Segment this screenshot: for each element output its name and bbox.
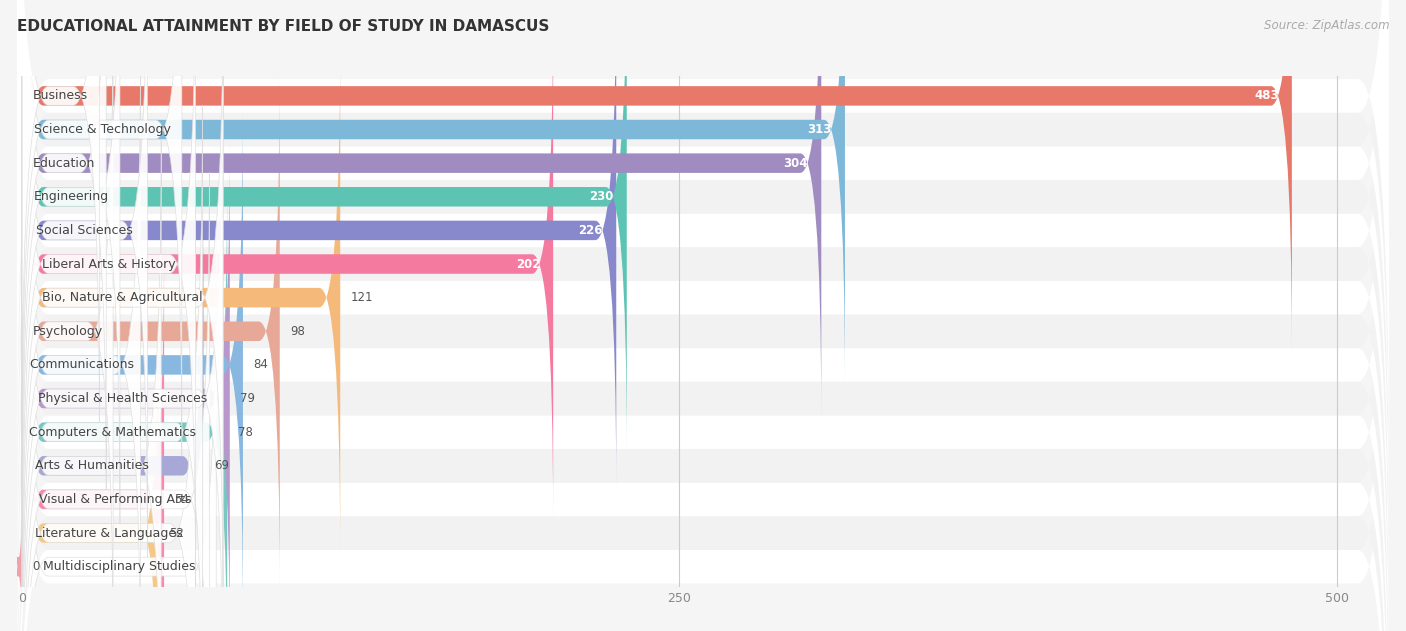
FancyBboxPatch shape bbox=[22, 0, 181, 456]
FancyBboxPatch shape bbox=[22, 0, 845, 389]
FancyBboxPatch shape bbox=[22, 5, 553, 523]
FancyBboxPatch shape bbox=[17, 0, 1389, 631]
Text: Engineering: Engineering bbox=[34, 191, 108, 203]
FancyBboxPatch shape bbox=[22, 0, 100, 423]
Text: 304: 304 bbox=[783, 156, 808, 170]
Text: 483: 483 bbox=[1254, 90, 1278, 102]
FancyBboxPatch shape bbox=[17, 0, 1389, 584]
Text: Social Sciences: Social Sciences bbox=[37, 224, 134, 237]
FancyBboxPatch shape bbox=[22, 173, 228, 631]
FancyBboxPatch shape bbox=[22, 105, 202, 631]
FancyBboxPatch shape bbox=[22, 72, 280, 591]
FancyBboxPatch shape bbox=[17, 0, 1389, 483]
FancyBboxPatch shape bbox=[22, 139, 162, 631]
FancyBboxPatch shape bbox=[22, 105, 243, 624]
Text: EDUCATIONAL ATTAINMENT BY FIELD OF STUDY IN DAMASCUS: EDUCATIONAL ATTAINMENT BY FIELD OF STUDY… bbox=[17, 19, 550, 34]
FancyBboxPatch shape bbox=[22, 139, 229, 631]
Text: 69: 69 bbox=[214, 459, 229, 472]
Text: 230: 230 bbox=[589, 191, 613, 203]
FancyBboxPatch shape bbox=[22, 240, 165, 631]
Text: 202: 202 bbox=[516, 257, 540, 271]
FancyBboxPatch shape bbox=[22, 72, 224, 631]
FancyBboxPatch shape bbox=[17, 79, 1389, 631]
FancyBboxPatch shape bbox=[17, 0, 1389, 631]
Text: 79: 79 bbox=[240, 392, 256, 405]
FancyBboxPatch shape bbox=[17, 113, 1389, 631]
Text: Education: Education bbox=[32, 156, 96, 170]
Text: Literature & Languages: Literature & Languages bbox=[35, 526, 183, 540]
Text: Bio, Nature & Agricultural: Bio, Nature & Agricultural bbox=[42, 291, 202, 304]
FancyBboxPatch shape bbox=[13, 442, 32, 631]
Text: 98: 98 bbox=[290, 325, 305, 338]
Text: Visual & Performing Arts: Visual & Performing Arts bbox=[39, 493, 193, 506]
Text: 226: 226 bbox=[579, 224, 603, 237]
Text: 0: 0 bbox=[32, 560, 39, 573]
Text: Physical & Health Sciences: Physical & Health Sciences bbox=[38, 392, 207, 405]
FancyBboxPatch shape bbox=[22, 206, 195, 631]
Text: 313: 313 bbox=[807, 123, 832, 136]
FancyBboxPatch shape bbox=[22, 0, 120, 524]
Text: Business: Business bbox=[34, 90, 89, 102]
Text: 84: 84 bbox=[253, 358, 269, 372]
FancyBboxPatch shape bbox=[22, 274, 159, 631]
Text: 54: 54 bbox=[174, 493, 190, 506]
Text: 121: 121 bbox=[350, 291, 373, 304]
Text: 78: 78 bbox=[238, 426, 253, 439]
FancyBboxPatch shape bbox=[22, 38, 141, 631]
Text: Source: ZipAtlas.com: Source: ZipAtlas.com bbox=[1264, 19, 1389, 32]
FancyBboxPatch shape bbox=[17, 0, 1389, 631]
FancyBboxPatch shape bbox=[22, 0, 148, 557]
FancyBboxPatch shape bbox=[22, 0, 224, 625]
FancyBboxPatch shape bbox=[22, 0, 616, 490]
FancyBboxPatch shape bbox=[22, 0, 821, 422]
FancyBboxPatch shape bbox=[17, 0, 1389, 550]
FancyBboxPatch shape bbox=[22, 38, 340, 557]
FancyBboxPatch shape bbox=[22, 0, 195, 591]
FancyBboxPatch shape bbox=[22, 240, 217, 631]
FancyBboxPatch shape bbox=[17, 180, 1389, 631]
Text: Liberal Arts & History: Liberal Arts & History bbox=[42, 257, 176, 271]
FancyBboxPatch shape bbox=[22, 0, 107, 490]
Text: Science & Technology: Science & Technology bbox=[34, 123, 170, 136]
Text: Arts & Humanities: Arts & Humanities bbox=[35, 459, 149, 472]
FancyBboxPatch shape bbox=[17, 146, 1389, 631]
FancyBboxPatch shape bbox=[22, 0, 1292, 355]
FancyBboxPatch shape bbox=[17, 0, 1389, 631]
Text: Communications: Communications bbox=[30, 358, 134, 372]
FancyBboxPatch shape bbox=[22, 4, 112, 631]
FancyBboxPatch shape bbox=[17, 45, 1389, 631]
FancyBboxPatch shape bbox=[17, 0, 1389, 617]
Text: 52: 52 bbox=[169, 526, 184, 540]
FancyBboxPatch shape bbox=[17, 0, 1389, 516]
FancyBboxPatch shape bbox=[22, 0, 627, 456]
FancyBboxPatch shape bbox=[22, 206, 204, 631]
Text: Computers & Mathematics: Computers & Mathematics bbox=[28, 426, 195, 439]
Text: Multidisciplinary Studies: Multidisciplinary Studies bbox=[44, 560, 195, 573]
FancyBboxPatch shape bbox=[17, 12, 1389, 631]
Text: Psychology: Psychology bbox=[32, 325, 103, 338]
FancyBboxPatch shape bbox=[22, 172, 209, 631]
